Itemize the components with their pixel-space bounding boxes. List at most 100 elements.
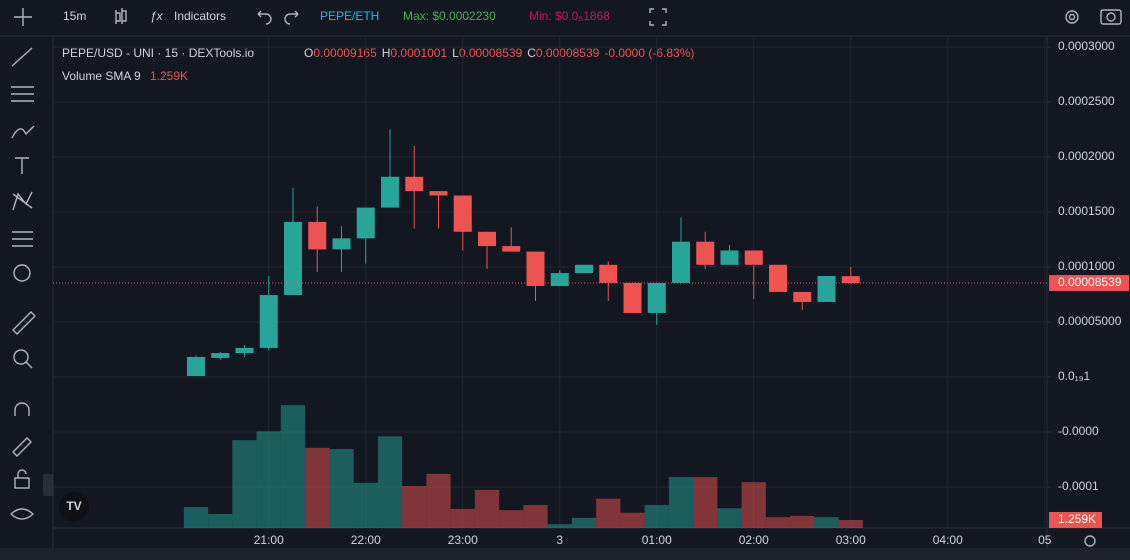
x-tick-label: 05	[1038, 533, 1052, 547]
volume-bar	[305, 447, 330, 528]
volume-bar	[523, 505, 548, 528]
candle-body	[405, 176, 424, 192]
candle-body	[769, 264, 787, 292]
cursor-icon[interactable]	[14, 8, 32, 26]
emoji-tool[interactable]	[13, 264, 31, 282]
fx-icon[interactable]: ƒx	[150, 9, 164, 23]
toolbar: 15m ƒx Indicators PEPE/ETH Max: $0.00022…	[0, 8, 1130, 560]
min-price: Min: $0.0₅1868	[529, 9, 610, 23]
volume-legend-name: Volume SMA 9	[62, 69, 141, 83]
volume-bar	[183, 506, 209, 528]
zoom-handle	[25, 361, 33, 369]
volume-legend-value: 1.259K	[150, 69, 188, 83]
ohlc-label: L	[452, 46, 459, 60]
volume-bar	[402, 485, 427, 528]
lock-tool[interactable]	[14, 477, 30, 489]
volume-bar	[693, 477, 718, 528]
candle-body	[235, 347, 254, 354]
candle-body	[526, 251, 545, 287]
measure-tool[interactable]	[12, 311, 36, 335]
magnet-tool[interactable]	[14, 402, 30, 416]
candle-body	[308, 221, 327, 250]
x-tick-label: 01:00	[642, 533, 672, 547]
zoom-tool[interactable]	[13, 349, 29, 365]
settings-icon[interactable]	[1065, 10, 1079, 24]
candle-body	[817, 276, 836, 302]
ohlc-label: H	[382, 46, 391, 60]
undo-icon[interactable]	[257, 10, 272, 25]
chart-type-icon[interactable]	[115, 8, 127, 24]
volume-bar	[353, 482, 378, 528]
candle-body	[211, 353, 230, 358]
x-tick-label: 03:00	[836, 533, 866, 547]
volume-bar	[256, 431, 281, 528]
candle-body	[720, 250, 739, 265]
volume-bar	[838, 519, 863, 528]
volume-bar	[790, 515, 815, 528]
price-label: 0.00008539	[1058, 275, 1122, 289]
y-tick-label: 0.0001000	[1058, 259, 1115, 273]
ohlc-value: 0.00008539	[536, 46, 600, 60]
indicators[interactable]: Indicators	[174, 9, 226, 23]
volume-bar	[620, 512, 645, 528]
x-tick-label: 02:00	[739, 533, 769, 547]
candle-body	[672, 241, 690, 283]
ohlc-label: C	[527, 46, 536, 60]
pair[interactable]: PEPE/ETH	[320, 9, 379, 23]
volume-bar	[547, 524, 572, 528]
candle-body	[502, 246, 521, 252]
trend-line-tool[interactable]	[11, 47, 33, 67]
ohlc-value: 0.00008539	[459, 46, 523, 60]
volume-bar	[814, 517, 839, 528]
x-tick-label: 04:00	[933, 533, 963, 547]
pattern-tool[interactable]	[12, 191, 33, 211]
candle-body	[187, 356, 205, 376]
volume-bar	[280, 405, 306, 528]
volume-bar	[329, 449, 354, 528]
fib-tool[interactable]	[11, 86, 34, 102]
visibility-tool[interactable]	[10, 508, 35, 520]
volume-bar	[741, 482, 766, 528]
ohlc-legend: O0.00009165 H0.0001001 L0.00008539 C0.00008…	[304, 46, 694, 60]
volume-bar	[717, 508, 742, 528]
lock-drawing-tool[interactable]	[12, 437, 32, 457]
y-tick-label: 0.00005000	[1058, 314, 1122, 328]
price-label-box	[1049, 275, 1129, 292]
redo-icon[interactable]	[284, 10, 299, 25]
brush-tool[interactable]	[11, 125, 35, 139]
collapse-button[interactable]	[43, 474, 53, 496]
x-tick-label: 3	[556, 533, 563, 547]
ohlc-value: 0.0001001	[390, 46, 447, 60]
volume-bar	[571, 517, 597, 528]
volume-bar	[426, 473, 451, 528]
text-tool[interactable]	[15, 157, 29, 174]
volume-bar	[668, 477, 694, 528]
ohlc-value: 0.00009165	[313, 46, 377, 60]
camera-icon[interactable]	[1100, 9, 1122, 25]
axis-settings-icon[interactable]	[1084, 535, 1096, 547]
bottom-bar	[0, 548, 1130, 560]
drawing-toolbar	[10, 47, 53, 520]
interval[interactable]: 15m	[63, 9, 86, 23]
x-tick-label: 21:00	[254, 533, 284, 547]
candle-body	[793, 291, 812, 302]
candle-body	[478, 231, 496, 247]
candle-body	[744, 250, 763, 265]
fullscreen-icon[interactable]	[649, 8, 667, 26]
ohlc-change: -0.0000 (-6.83%)	[604, 46, 694, 60]
lock-shackle	[17, 469, 27, 478]
candle-body	[550, 273, 569, 287]
volume-bar	[232, 440, 257, 528]
candle-body	[284, 221, 302, 296]
volume-bar	[596, 498, 621, 528]
candle-body	[575, 264, 593, 274]
x-tick-label: 22:00	[351, 533, 381, 547]
volume-bar	[765, 517, 791, 528]
candle-body	[332, 238, 351, 250]
volume-bar	[474, 489, 500, 528]
camera-lens	[1106, 12, 1116, 22]
candle-body	[696, 241, 715, 265]
prediction-tool[interactable]	[12, 231, 33, 247]
candle-body	[356, 207, 375, 239]
y-tick-label: 0.0002500	[1058, 94, 1115, 108]
